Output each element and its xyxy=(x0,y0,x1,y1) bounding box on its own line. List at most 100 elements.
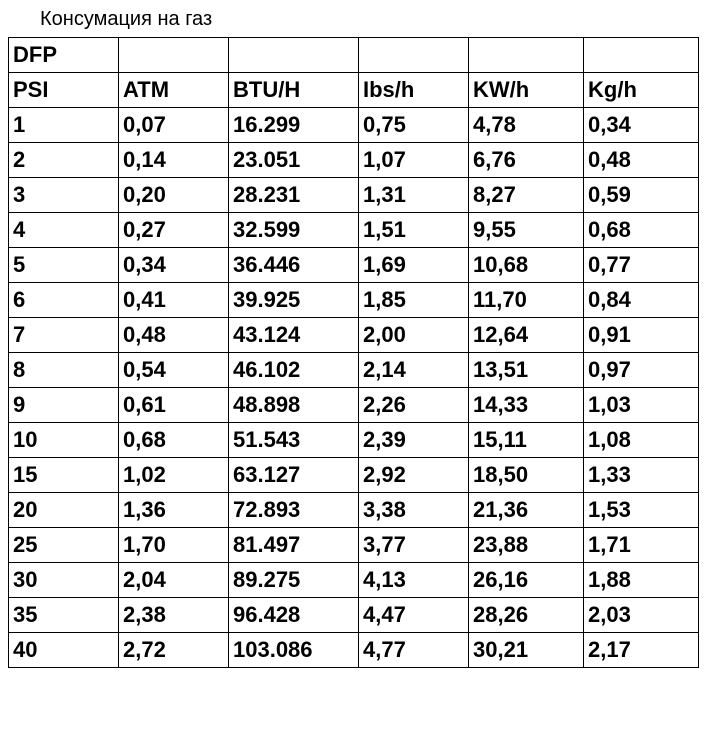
cell: 0,91 xyxy=(584,318,699,353)
cell: 7 xyxy=(9,318,119,353)
cell: 25 xyxy=(9,528,119,563)
cell: 1,36 xyxy=(119,493,229,528)
cell: 0,27 xyxy=(119,213,229,248)
cell: 0,68 xyxy=(119,423,229,458)
cell: 10,68 xyxy=(469,248,584,283)
cell: 11,70 xyxy=(469,283,584,318)
table-row: 352,3896.4284,4728,262,03 xyxy=(9,598,699,633)
cell: 0,61 xyxy=(119,388,229,423)
cell: 9 xyxy=(9,388,119,423)
cell: 103.086 xyxy=(229,633,359,668)
cell: 23.051 xyxy=(229,143,359,178)
table-title: Консумация на газ xyxy=(40,8,706,31)
cell: 2,92 xyxy=(359,458,469,493)
cell xyxy=(229,38,359,73)
table-row: 60,4139.9251,8511,700,84 xyxy=(9,283,699,318)
cell: 8,27 xyxy=(469,178,584,213)
cell: 6,76 xyxy=(469,143,584,178)
cell: 1,70 xyxy=(119,528,229,563)
cell: 2 xyxy=(9,143,119,178)
cell: 0,54 xyxy=(119,353,229,388)
cell: 0,75 xyxy=(359,108,469,143)
table-row: 10,0716.2990,754,780,34 xyxy=(9,108,699,143)
cell: 0,34 xyxy=(119,248,229,283)
cell: 0,34 xyxy=(584,108,699,143)
header-row-2: PSIATMBTU/HIbs/hKW/hKg/h xyxy=(9,73,699,108)
cell: 0,84 xyxy=(584,283,699,318)
cell: 5 xyxy=(9,248,119,283)
cell: 0,59 xyxy=(584,178,699,213)
cell: 1,08 xyxy=(584,423,699,458)
cell: 1,69 xyxy=(359,248,469,283)
table-row: 151,0263.1272,9218,501,33 xyxy=(9,458,699,493)
table-row: 402,72103.0864,7730,212,17 xyxy=(9,633,699,668)
cell: 89.275 xyxy=(229,563,359,598)
cell: DFP xyxy=(9,38,119,73)
cell: 2,14 xyxy=(359,353,469,388)
cell: 4,13 xyxy=(359,563,469,598)
cell: 4,77 xyxy=(359,633,469,668)
cell xyxy=(469,38,584,73)
cell: 20 xyxy=(9,493,119,528)
cell: 8 xyxy=(9,353,119,388)
cell: 0,07 xyxy=(119,108,229,143)
table-row: 70,4843.1242,0012,640,91 xyxy=(9,318,699,353)
cell: 3 xyxy=(9,178,119,213)
gas-consumption-table: DFPPSIATMBTU/HIbs/hKW/hKg/h10,0716.2990,… xyxy=(8,37,699,668)
cell: 10 xyxy=(9,423,119,458)
cell: 1,85 xyxy=(359,283,469,318)
cell: 0,41 xyxy=(119,283,229,318)
cell: 0,20 xyxy=(119,178,229,213)
table-row: 302,0489.2754,1326,161,88 xyxy=(9,563,699,598)
cell: 1,71 xyxy=(584,528,699,563)
cell xyxy=(584,38,699,73)
cell: 1,03 xyxy=(584,388,699,423)
cell: 4,78 xyxy=(469,108,584,143)
cell: 15,11 xyxy=(469,423,584,458)
cell: 43.124 xyxy=(229,318,359,353)
cell: 1,51 xyxy=(359,213,469,248)
cell: 4 xyxy=(9,213,119,248)
cell: 16.299 xyxy=(229,108,359,143)
cell: 28,26 xyxy=(469,598,584,633)
cell: 0,48 xyxy=(584,143,699,178)
cell: 72.893 xyxy=(229,493,359,528)
cell: 0,77 xyxy=(584,248,699,283)
table-row: 30,2028.2311,318,270,59 xyxy=(9,178,699,213)
table-row: 90,6148.8982,2614,331,03 xyxy=(9,388,699,423)
cell: 6 xyxy=(9,283,119,318)
cell: 0,48 xyxy=(119,318,229,353)
cell: 2,00 xyxy=(359,318,469,353)
cell: ATM xyxy=(119,73,229,108)
cell: 0,14 xyxy=(119,143,229,178)
cell: 1,07 xyxy=(359,143,469,178)
cell: 2,38 xyxy=(119,598,229,633)
cell: Ibs/h xyxy=(359,73,469,108)
cell: KW/h xyxy=(469,73,584,108)
cell: 12,64 xyxy=(469,318,584,353)
cell: 30 xyxy=(9,563,119,598)
cell: 4,47 xyxy=(359,598,469,633)
cell: 2,39 xyxy=(359,423,469,458)
cell: 39.925 xyxy=(229,283,359,318)
cell: 36.446 xyxy=(229,248,359,283)
cell: 23,88 xyxy=(469,528,584,563)
cell: 21,36 xyxy=(469,493,584,528)
cell: 28.231 xyxy=(229,178,359,213)
cell: PSI xyxy=(9,73,119,108)
cell: 3,77 xyxy=(359,528,469,563)
cell: 26,16 xyxy=(469,563,584,598)
table-row: 201,3672.8933,3821,361,53 xyxy=(9,493,699,528)
cell: 2,03 xyxy=(584,598,699,633)
cell: 51.543 xyxy=(229,423,359,458)
cell: 2,04 xyxy=(119,563,229,598)
table-row: 50,3436.4461,6910,680,77 xyxy=(9,248,699,283)
cell xyxy=(119,38,229,73)
header-row-1: DFP xyxy=(9,38,699,73)
cell: 0,68 xyxy=(584,213,699,248)
cell: 40 xyxy=(9,633,119,668)
cell: 18,50 xyxy=(469,458,584,493)
cell: 81.497 xyxy=(229,528,359,563)
cell xyxy=(359,38,469,73)
cell: 1,02 xyxy=(119,458,229,493)
